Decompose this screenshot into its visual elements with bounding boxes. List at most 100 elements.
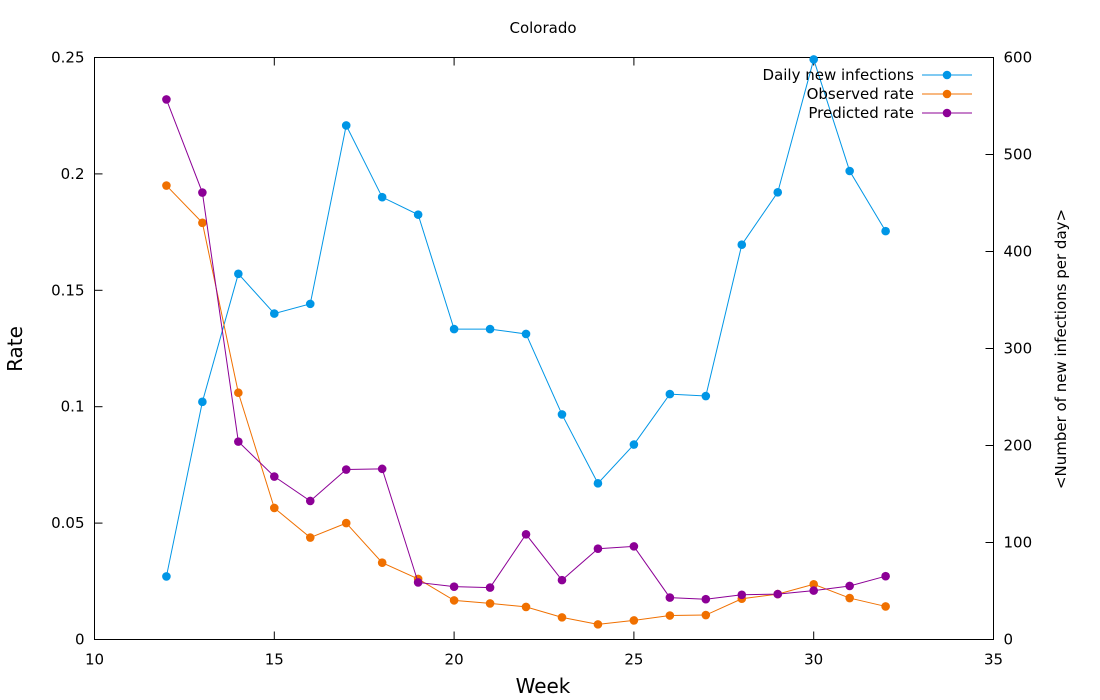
legend-label: Predicted rate (808, 104, 914, 122)
data-point (629, 542, 639, 551)
data-point (485, 583, 495, 592)
x-tick-label: 15 (265, 651, 284, 669)
legend-label: Daily new infections (763, 66, 915, 84)
data-point (773, 188, 783, 197)
y2-tick-label: 100 (1004, 534, 1033, 552)
series-line (165, 57, 887, 577)
legend-label: Observed rate (807, 85, 914, 103)
data-point (809, 55, 818, 64)
data-point (413, 210, 423, 219)
series-layer (162, 55, 890, 629)
x-tick-label: 35 (984, 651, 1003, 669)
data-point (737, 240, 747, 250)
data-point (521, 529, 531, 539)
data-point (341, 121, 351, 130)
y-axis: 0 0.05 0.1 0.15 0.2 0.25 (51, 49, 103, 649)
data-point (881, 602, 890, 611)
data-point (305, 496, 315, 506)
data-point (737, 590, 747, 600)
data-point (162, 181, 171, 190)
data-point (377, 558, 387, 567)
data-point (162, 95, 171, 104)
data-point (701, 391, 711, 401)
data-point (845, 166, 854, 176)
data-point (701, 610, 711, 620)
y-tick-label: 0.2 (61, 165, 85, 183)
y2-tick-label: 300 (1004, 340, 1033, 358)
series-daily-new-infections (162, 55, 890, 581)
data-point (270, 472, 279, 481)
data-point (234, 269, 243, 279)
data-point (270, 503, 279, 513)
data-point (305, 299, 315, 309)
data-point (809, 580, 818, 589)
data-point (521, 329, 531, 339)
x-tick-label: 30 (804, 651, 823, 669)
data-point (629, 616, 639, 625)
y-tick-label: 0 (75, 631, 85, 649)
data-point (809, 586, 818, 595)
data-point (449, 582, 459, 591)
x-tick-label: 20 (445, 651, 464, 669)
legend-swatch-point (942, 70, 952, 80)
x-axis: 10 15 20 25 30 35 (85, 57, 1003, 669)
y-tick-label: 0.15 (51, 281, 84, 299)
data-point (341, 518, 351, 528)
x-axis-label: Week (516, 674, 571, 698)
data-point (270, 309, 279, 318)
data-point (629, 440, 639, 449)
data-point (521, 602, 531, 612)
legend-swatch-point (942, 108, 952, 118)
data-point (593, 544, 603, 554)
data-point (234, 437, 243, 446)
data-point (234, 388, 243, 398)
data-point (305, 533, 315, 542)
data-point (665, 389, 675, 399)
data-point (701, 594, 711, 604)
data-point (557, 410, 567, 419)
data-point (198, 397, 207, 407)
data-point (377, 192, 387, 202)
y-tick-label: 0.1 (61, 398, 85, 416)
y2-axis: 0 100 200 300 400 500 600 (985, 49, 1033, 649)
y-tick-label: 0.25 (51, 49, 84, 67)
y2-axis-label: <Number of new infections per day> (1052, 209, 1070, 489)
x-tick-label: 25 (624, 651, 643, 669)
y2-tick-label: 500 (1004, 146, 1033, 164)
data-point (593, 479, 603, 488)
data-point (377, 464, 387, 474)
data-point (449, 324, 459, 334)
data-point (162, 572, 171, 581)
chart-title: Colorado (509, 19, 576, 37)
data-point (845, 581, 854, 591)
y-tick-label: 0.05 (51, 514, 84, 532)
series-line (166, 185, 886, 625)
y2-tick-label: 0 (1004, 631, 1014, 649)
data-point (845, 593, 854, 603)
series-predicted-rate (162, 95, 890, 604)
data-point (413, 578, 423, 587)
data-point (665, 611, 675, 620)
data-point (485, 324, 495, 334)
y-axis-label: Rate (3, 326, 27, 372)
series-observed-rate (162, 181, 890, 629)
data-point (665, 593, 675, 602)
legend-swatch-point (942, 89, 952, 99)
x-tick-label: 10 (85, 651, 104, 669)
data-point (881, 226, 890, 236)
series-line (165, 99, 886, 600)
data-point (198, 218, 207, 228)
data-point (773, 589, 783, 599)
data-point (341, 465, 351, 474)
y2-tick-label: 200 (1004, 437, 1033, 455)
data-point (881, 571, 890, 581)
y2-tick-label: 400 (1004, 243, 1033, 261)
data-point (593, 620, 603, 629)
data-point (485, 599, 495, 608)
data-point (449, 596, 459, 605)
y2-tick-label: 600 (1004, 49, 1033, 67)
data-point (557, 575, 567, 585)
data-point (198, 188, 207, 197)
